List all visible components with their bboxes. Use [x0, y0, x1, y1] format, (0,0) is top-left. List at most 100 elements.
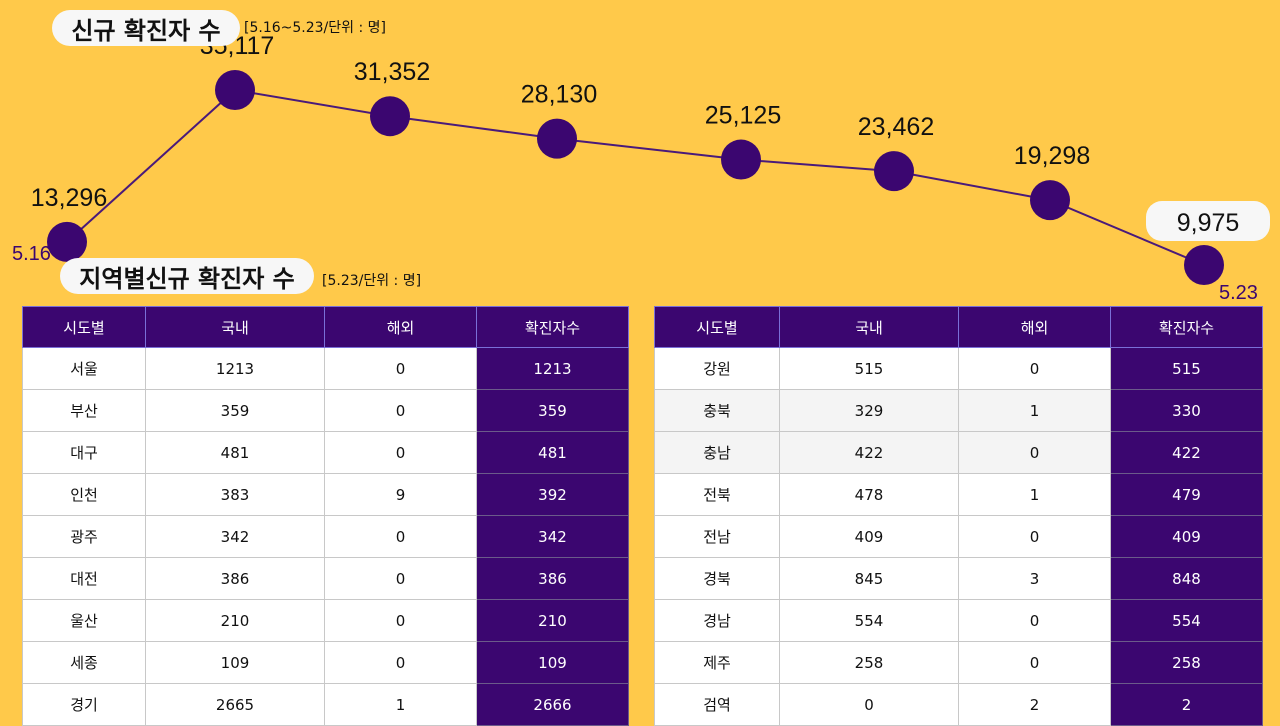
domestic-cell: 478 [779, 473, 959, 516]
table-row: 제주 258 0 258 [654, 641, 1263, 684]
region-cell: 제주 [654, 641, 780, 684]
region-cell: 검역 [654, 683, 780, 726]
region-cell: 세종 [22, 641, 146, 684]
column-header: 시도별 [654, 306, 780, 348]
total-cell: 210 [476, 599, 629, 642]
data-label: 23,462 [858, 113, 934, 141]
table-subtitle: [5.23/단위 : 명] [322, 273, 422, 289]
total-cell: 392 [476, 473, 629, 516]
data-point [721, 139, 761, 180]
overseas-cell: 0 [958, 641, 1111, 684]
domestic-cell: 359 [145, 389, 325, 432]
table-row: 전남 409 0 409 [654, 515, 1263, 558]
column-header: 시도별 [22, 306, 146, 348]
chart-title: 신규 확진자 수 [52, 10, 240, 46]
region-table-right: 시도별 국내 해외 확진자수 강원 515 0 515 충북 329 1 330 충남 422 0 422 전북… [654, 306, 1263, 726]
total-cell: 409 [1110, 515, 1263, 558]
total-cell: 479 [1110, 473, 1263, 516]
highlight-label-bg [1146, 201, 1270, 241]
data-point [874, 151, 914, 192]
domestic-cell: 2665 [145, 683, 325, 726]
table-row: 전북 478 1 479 [654, 473, 1263, 516]
total-cell: 2666 [476, 683, 629, 726]
total-cell: 2 [1110, 683, 1263, 726]
region-cell: 부산 [22, 389, 146, 432]
total-cell: 422 [1110, 431, 1263, 474]
data-label: 13,296 [31, 184, 107, 212]
domestic-cell: 258 [779, 641, 959, 684]
region-cell: 인천 [22, 473, 146, 516]
overseas-cell: 0 [324, 347, 477, 390]
overseas-cell: 0 [324, 389, 477, 432]
region-cell: 경남 [654, 599, 780, 642]
column-header: 확진자수 [476, 306, 629, 348]
domestic-cell: 422 [779, 431, 959, 474]
table-row: 세종 109 0 109 [22, 641, 629, 684]
overseas-cell: 3 [958, 557, 1111, 600]
total-cell: 481 [476, 431, 629, 474]
column-header: 국내 [145, 306, 325, 348]
table-row: 인천 383 9 392 [22, 473, 629, 516]
x-tick-label: 5.16 [12, 243, 51, 265]
total-cell: 386 [476, 557, 629, 600]
data-label: 19,298 [1014, 142, 1090, 170]
domestic-cell: 210 [145, 599, 325, 642]
table-row: 울산 210 0 210 [22, 599, 629, 642]
total-cell: 330 [1110, 389, 1263, 432]
data-point [47, 221, 87, 262]
region-cell: 서울 [22, 347, 146, 390]
domestic-cell: 386 [145, 557, 325, 600]
domestic-cell: 109 [145, 641, 325, 684]
overseas-cell: 0 [324, 599, 477, 642]
total-cell: 515 [1110, 347, 1263, 390]
chart-subtitle: [5.16~5.23/단위 : 명] [244, 20, 386, 36]
region-cell: 강원 [654, 347, 780, 390]
overseas-cell: 9 [324, 473, 477, 516]
domestic-cell: 1213 [145, 347, 325, 390]
domestic-cell: 481 [145, 431, 325, 474]
data-label: 28,130 [521, 81, 597, 109]
region-cell: 전북 [654, 473, 780, 516]
domestic-cell: 342 [145, 515, 325, 558]
region-cell: 울산 [22, 599, 146, 642]
data-point [1030, 180, 1070, 221]
region-cell: 경기 [22, 683, 146, 726]
table-row: 충북 329 1 330 [654, 389, 1263, 432]
data-point [370, 96, 410, 137]
column-header: 국내 [779, 306, 959, 348]
region-cell: 전남 [654, 515, 780, 558]
column-header: 해외 [324, 306, 477, 348]
region-cell: 경북 [654, 557, 780, 600]
domestic-cell: 515 [779, 347, 959, 390]
table-row: 부산 359 0 359 [22, 389, 629, 432]
total-cell: 554 [1110, 599, 1263, 642]
table-row: 경남 554 0 554 [654, 599, 1263, 642]
total-cell: 1213 [476, 347, 629, 390]
column-header: 해외 [958, 306, 1111, 348]
total-cell: 258 [1110, 641, 1263, 684]
overseas-cell: 0 [958, 431, 1111, 474]
overseas-cell: 0 [958, 599, 1111, 642]
domestic-cell: 845 [779, 557, 959, 600]
x-tick-label: 5.23 [1219, 282, 1258, 300]
table-row: 경북 845 3 848 [654, 557, 1263, 600]
region-cell: 충남 [654, 431, 780, 474]
region-table-left: 시도별 국내 해외 확진자수 서울 1213 0 1213 부산 359 0 359 대구 481 0 481… [22, 306, 629, 726]
overseas-cell: 1 [958, 389, 1111, 432]
column-header: 확진자수 [1110, 306, 1263, 348]
overseas-cell: 0 [324, 431, 477, 474]
overseas-cell: 0 [324, 641, 477, 684]
table-title: 지역별신규 확진자 수 [60, 258, 314, 294]
data-point [537, 118, 577, 159]
data-label: 25,125 [705, 102, 781, 130]
overseas-cell: 0 [958, 347, 1111, 390]
table-row: 충남 422 0 422 [654, 431, 1263, 474]
region-cell: 대구 [22, 431, 146, 474]
region-cell: 광주 [22, 515, 146, 558]
domestic-cell: 329 [779, 389, 959, 432]
region-cell: 대전 [22, 557, 146, 600]
data-label: 31,352 [354, 58, 430, 86]
total-cell: 848 [1110, 557, 1263, 600]
series-line [66, 88, 1205, 266]
table-row: 광주 342 0 342 [22, 515, 629, 558]
